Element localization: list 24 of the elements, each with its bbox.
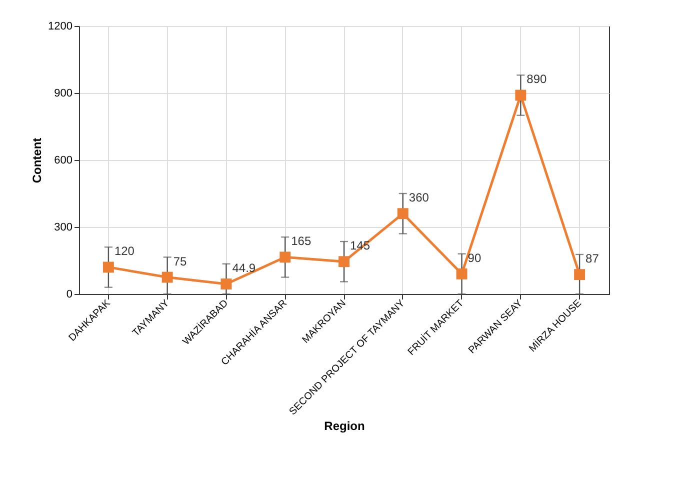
data-label: 44.9 <box>232 260 256 275</box>
y-axis-title: Content <box>30 138 44 184</box>
x-axis-title: Region <box>324 419 365 434</box>
point <box>338 256 350 268</box>
data-label: 90 <box>468 250 482 265</box>
data-label: 890 <box>526 72 548 86</box>
data-label: 87 <box>586 252 600 266</box>
data-label: 360 <box>408 190 430 205</box>
point <box>102 262 114 273</box>
y-tick-label: 900 <box>54 88 72 100</box>
y-tick-label: 300 <box>54 222 72 234</box>
point <box>280 252 291 263</box>
point <box>397 208 408 220</box>
y-tick-label: 600 <box>54 154 72 166</box>
point <box>220 278 232 290</box>
point <box>515 90 526 101</box>
y-tick-label: 1200 <box>48 20 72 32</box>
point <box>162 272 173 283</box>
point <box>456 268 468 280</box>
y-tick-label: 0 <box>66 288 72 300</box>
data-label: 75 <box>173 254 188 268</box>
data-label: 165 <box>291 234 312 248</box>
point <box>574 269 586 280</box>
data-label: 120 <box>114 244 135 258</box>
